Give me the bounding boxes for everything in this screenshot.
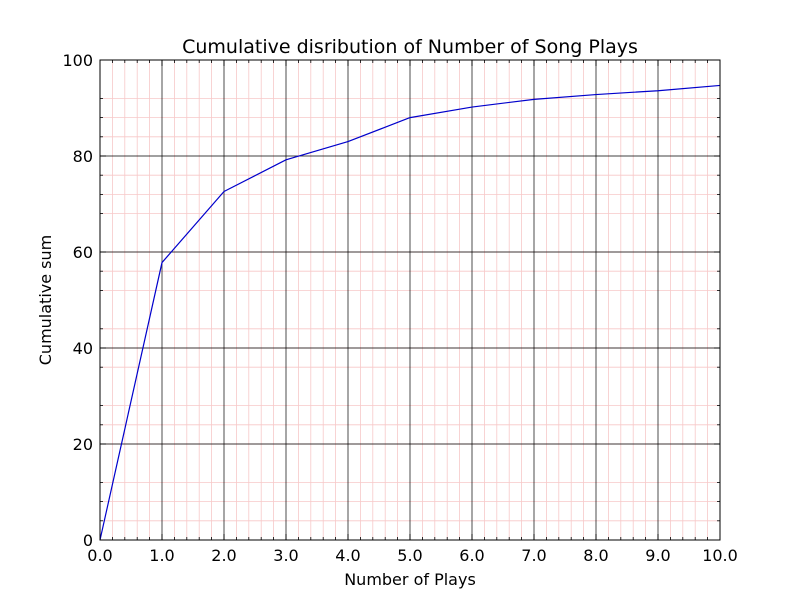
x-tick-label: 4.0 [335,546,360,565]
y-tick-label: 40 [73,339,93,358]
y-tick-label: 60 [73,243,93,262]
tick-marks [99,59,721,541]
x-tick-label: 1.0 [149,546,174,565]
y-tick-label: 80 [73,147,93,166]
x-tick-label: 5.0 [397,546,422,565]
y-tick-label: 20 [73,435,93,454]
x-tick-label: 7.0 [521,546,546,565]
series-layer [99,84,721,541]
x-tick-label: 0.0 [87,546,112,565]
x-axis-label: Number of Plays [344,570,476,589]
series-line [99,84,721,541]
y-axis-label: Cumulative sum [36,235,55,365]
x-tick-label: 8.0 [583,546,608,565]
x-tick-labels: 0.0 1.0 2.0 3.0 4.0 5.0 6.0 7.0 8.0 9.0 10.0 [87,546,738,565]
major-grid [100,60,720,540]
x-tick-label: 2.0 [211,546,236,565]
y-tick-label: 0 [83,531,93,550]
y-tick-label: 100 [62,51,93,70]
x-tick-label: 10.0 [702,546,738,565]
y-tick-labels: 0 20 40 60 80 100 [62,51,93,550]
chart-title: Cumulative disribution of Number of Song… [182,36,638,58]
x-tick-label: 3.0 [273,546,298,565]
x-tick-label: 9.0 [645,546,670,565]
x-tick-label: 6.0 [459,546,484,565]
